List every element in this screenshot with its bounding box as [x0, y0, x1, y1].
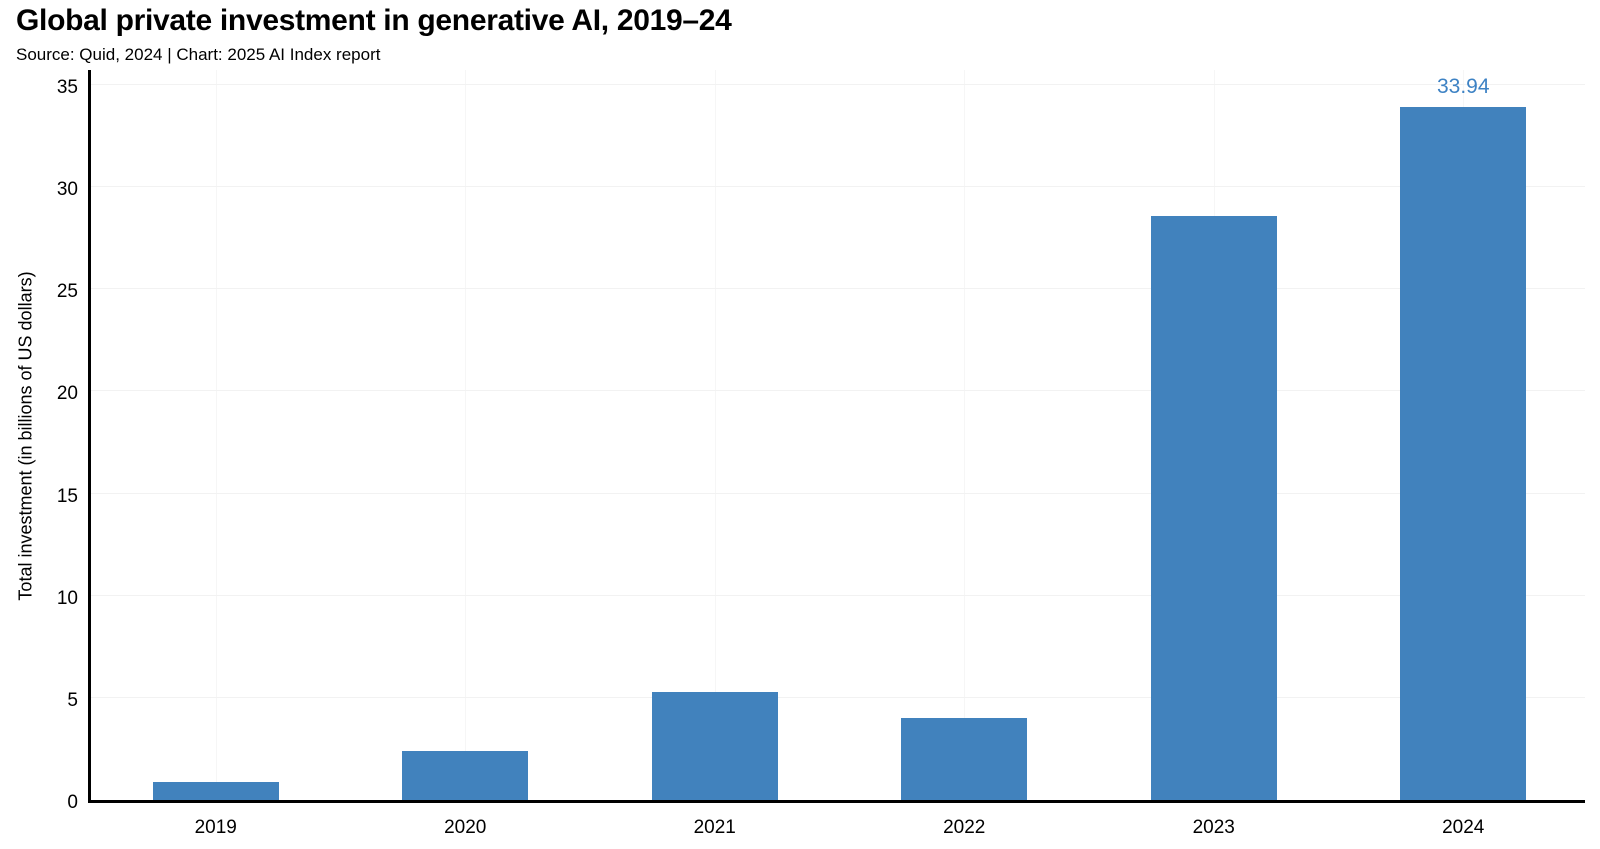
chart-title: Global private investment in generative … [16, 4, 732, 37]
bar [901, 718, 1028, 800]
x-tick-label: 2023 [1192, 817, 1235, 838]
bar [1400, 106, 1527, 800]
vertical-gridline [465, 70, 467, 800]
bar [651, 691, 778, 800]
y-axis-title: Total investment (in billions of US doll… [15, 271, 36, 601]
bar [152, 781, 279, 800]
y-tick-label: 0 [67, 792, 78, 813]
bar-value-label: 33.94 [1436, 74, 1490, 98]
plot-area: 0 5 10 15 20 25 30 35 2019 2020 2021 2022 2023 2024 33… [57, 70, 1585, 838]
x-tick-label: 2019 [194, 817, 237, 838]
x-tick-label: 2020 [444, 817, 487, 838]
y-tick-label: 15 [56, 485, 78, 507]
chart-source-line: Source: Quid, 2024 | Chart: 2025 AI Inde… [16, 45, 381, 64]
horizontal-gridline [91, 186, 1585, 188]
vertical-gridline [714, 70, 716, 800]
bar [1150, 215, 1277, 800]
vertical-gridline [215, 70, 217, 800]
x-tick-label: 2021 [693, 817, 736, 838]
horizontal-gridline [91, 390, 1585, 392]
y-tick-label: 20 [56, 383, 78, 405]
y-tick-label: 25 [56, 281, 78, 303]
x-tick-label: 2022 [943, 817, 986, 838]
bar [402, 750, 529, 800]
horizontal-gridline [91, 288, 1585, 290]
x-tick-label: 2024 [1442, 817, 1485, 838]
horizontal-gridline [91, 594, 1585, 596]
y-tick-label: 5 [67, 689, 78, 711]
horizontal-gridline [91, 696, 1585, 698]
y-tick-label: 10 [56, 587, 78, 609]
horizontal-gridline [91, 492, 1585, 494]
y-tick-label: 35 [56, 77, 78, 98]
horizontal-gridline [91, 84, 1585, 85]
y-tick-label: 30 [56, 179, 78, 201]
vertical-gridline [964, 70, 966, 800]
